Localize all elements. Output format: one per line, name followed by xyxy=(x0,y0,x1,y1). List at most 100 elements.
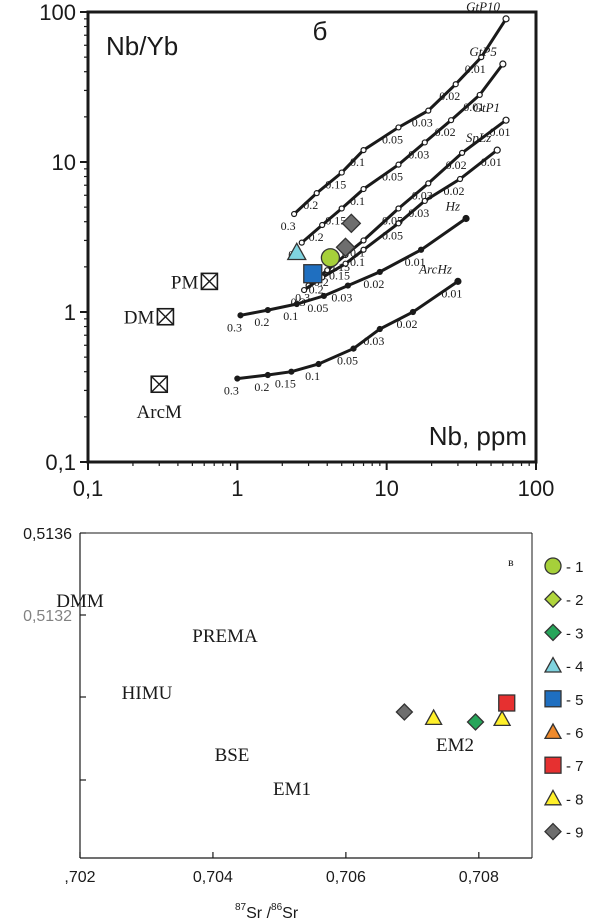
curve-node xyxy=(376,268,383,276)
sr-sample-group-7 xyxy=(498,694,516,712)
curve-node xyxy=(315,360,322,368)
sr-tick-label: ,702 xyxy=(64,869,95,886)
melt-fraction-label: 0.01 xyxy=(481,155,502,169)
legend-label-9: - 9 xyxy=(566,825,584,842)
curve-node xyxy=(234,375,241,382)
melt-fraction-label: 0.03 xyxy=(363,334,384,348)
panel-letter-b: б xyxy=(313,16,328,46)
curve-node xyxy=(360,246,367,253)
melt-fraction-label: 0.03 xyxy=(408,147,429,161)
melt-fraction-label: 0.1 xyxy=(283,309,298,323)
mantle-component-dmm: DMM xyxy=(56,591,104,612)
sample-point-group-5 xyxy=(303,264,323,284)
y-tick-label: 1 xyxy=(64,300,76,325)
legend-label-1: - 1 xyxy=(566,559,584,576)
curve-node xyxy=(452,81,459,88)
y-tick-label: 0,1 xyxy=(45,450,76,475)
legend-symbol-9 xyxy=(544,822,562,841)
symbol-legend: - 1 - 2 - 3 - 4 - 5 - 6 - 7 - 8 - 9 xyxy=(543,557,584,842)
curve-node xyxy=(395,161,402,168)
melt-fraction-label: 0.02 xyxy=(444,184,465,198)
melt-fraction-label: 0.01 xyxy=(441,286,462,300)
legend-symbol-8 xyxy=(543,789,563,806)
legend-label-6: - 6 xyxy=(566,725,584,742)
curve-node xyxy=(338,205,345,212)
curve-node xyxy=(502,15,510,23)
melt-fraction-label: 0.05 xyxy=(382,170,403,184)
reference-label: DM xyxy=(124,308,155,329)
melt-fraction-label: 0.02 xyxy=(435,125,456,139)
legend-label-2: - 2 xyxy=(566,592,584,609)
y-tick-label: 10 xyxy=(52,150,76,175)
nb-yb-plot-frame xyxy=(86,10,538,464)
legend-label-8: - 8 xyxy=(566,791,584,808)
melt-fraction-label: 0.03 xyxy=(331,291,352,305)
mantle-component-em1: EM1 xyxy=(273,779,311,800)
reference-label: ArcM xyxy=(137,402,182,423)
melt-fraction-label: 0.02 xyxy=(439,89,460,103)
reference-cross xyxy=(200,272,218,290)
y-tick-label: 100 xyxy=(39,0,76,25)
curve-node xyxy=(324,267,331,274)
melt-fraction-label: 0.15 xyxy=(325,178,346,192)
curve-node xyxy=(301,286,308,294)
reference-arcm: ArcM xyxy=(137,375,182,423)
reference-dm: DM xyxy=(124,308,175,329)
curve-name-label: SpLz xyxy=(466,130,491,145)
melt-fraction-label: 0.1 xyxy=(350,155,365,169)
curve-name-label: GtP5 xyxy=(469,44,497,59)
curve-node xyxy=(338,169,345,176)
melt-fraction-label: 0.2 xyxy=(309,230,324,244)
curve-node xyxy=(264,306,271,314)
melt-fraction-label: 0.2 xyxy=(254,380,269,394)
melt-fraction-label: 0.15 xyxy=(325,213,346,227)
curve-node xyxy=(478,54,485,61)
melt-fraction-label: 0.01 xyxy=(463,100,484,114)
curve-node xyxy=(421,139,428,146)
melt-fraction-label: 0.15 xyxy=(275,377,296,391)
nd-tick-label: 0,5136 xyxy=(23,526,72,543)
sr-sample-group-9 xyxy=(395,703,414,721)
melt-fraction-label: 0.05 xyxy=(307,301,328,315)
x-tick-label: 10 xyxy=(374,476,398,501)
melting-curve-gtp1 xyxy=(307,118,507,287)
sr-tick-label: 0,704 xyxy=(193,869,233,886)
x-tick-label: 1 xyxy=(231,476,243,501)
melt-fraction-label: 0.15 xyxy=(329,269,350,283)
x-axis-label: Nb, ppm xyxy=(429,421,527,451)
curve-node xyxy=(502,116,510,124)
curve-node xyxy=(376,325,383,333)
legend-symbol-5 xyxy=(544,690,562,708)
nb-yb-panel: 0,10,1 1 1 10 10 100 100 б Nb/Yb Nb, ppm 0.3 0.… xyxy=(39,0,554,501)
melt-fraction-label: 0.2 xyxy=(309,282,324,296)
sr-sample-group-8 xyxy=(424,708,443,726)
curve-node xyxy=(288,368,295,375)
curve-node xyxy=(462,214,470,223)
sr-isotope-panel: ,702 0,704 0,706 0,708 0,5136 0,5132 в DMM PRE… xyxy=(23,526,533,922)
melt-fraction-label: 0.1 xyxy=(305,369,320,383)
reference-label: PM xyxy=(171,272,199,293)
melt-fraction-label: 0.2 xyxy=(303,198,318,212)
melt-fraction-label: 0.03 xyxy=(408,206,429,220)
sr-axis-label: 87Sr /86Sr xyxy=(235,902,299,922)
curve-node xyxy=(319,221,326,229)
melt-fraction-label: 0.3 xyxy=(224,384,239,398)
x-tick-label: 0,1 xyxy=(73,476,104,501)
melt-fraction-label: 0.05 xyxy=(382,228,403,242)
curve-node xyxy=(499,60,507,68)
curve-node xyxy=(459,149,466,156)
sr-tick-label: 0,708 xyxy=(459,869,499,886)
mantle-component-prema: PREMA xyxy=(192,626,258,647)
sample-point-group-1 xyxy=(320,248,341,268)
mantle-component-bse: BSE xyxy=(215,745,250,766)
curve-node xyxy=(342,260,349,267)
curve-node xyxy=(425,180,432,187)
legend-label-7: - 7 xyxy=(566,758,584,775)
curve-node xyxy=(395,205,402,212)
curve-node xyxy=(291,210,298,218)
melt-fraction-label: 0.02 xyxy=(446,158,467,172)
legend-symbol-6 xyxy=(543,722,563,740)
melt-fraction-label: 0.3 xyxy=(227,320,242,334)
y-axis-label: Nb/Yb xyxy=(106,31,178,61)
